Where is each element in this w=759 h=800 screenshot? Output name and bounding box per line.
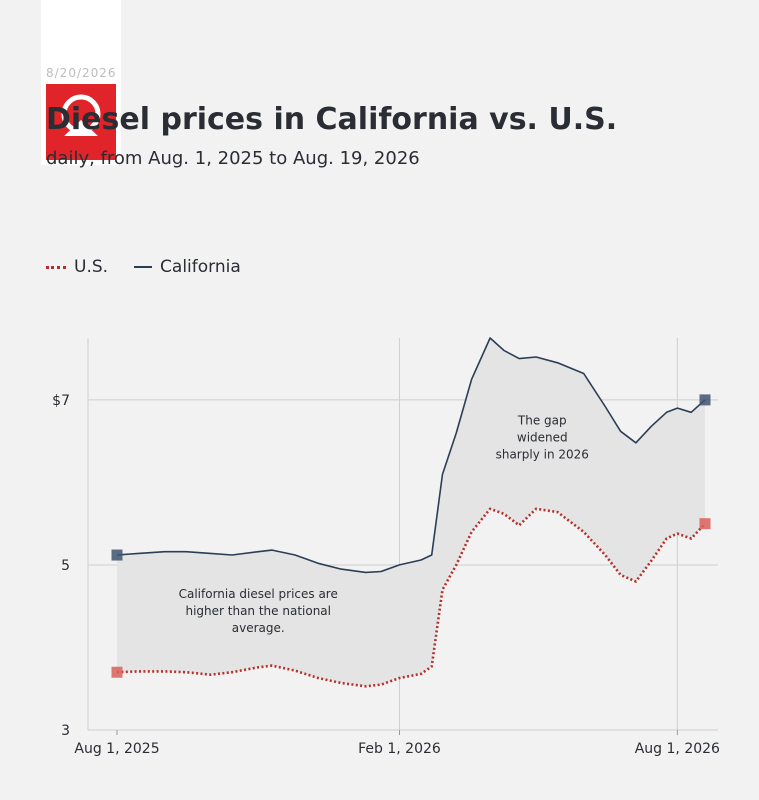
- marker-california-end: [699, 394, 711, 406]
- annotation-text-line: sharply in 2026: [496, 448, 589, 462]
- y-tick-label: $7: [52, 393, 70, 409]
- legend-item-california: California: [134, 257, 241, 277]
- tick-label-layer: 3 5 $7 Aug 1, 2025 Feb 1, 2026 Aug 1, 2026: [52, 393, 720, 757]
- legend-swatch-us: [46, 265, 66, 269]
- x-tick-label: Aug 1, 2025: [74, 741, 159, 757]
- marker-california-start: [111, 549, 123, 561]
- series-line-us: [116, 507, 706, 688]
- x-tick-label: Aug 1, 2026: [635, 741, 720, 757]
- legend-label-us: U.S.: [74, 257, 109, 277]
- chart-title: Diesel prices in California vs. U.S.: [46, 102, 618, 137]
- chart-legend: U.S. California: [46, 257, 267, 277]
- annotation-layer: California diesel prices are higher than …: [179, 414, 589, 635]
- marker-us-end: [699, 518, 711, 530]
- marker-layer: [111, 394, 711, 678]
- y-tick-label: 5: [61, 558, 70, 574]
- annotation-text-line: average.: [232, 621, 285, 635]
- annotation-text-line: higher than the national: [185, 604, 331, 618]
- annotation-text-line: California diesel prices are: [179, 587, 338, 601]
- marker-us-start: [111, 666, 123, 678]
- legend-label-california: California: [160, 257, 241, 277]
- legend-item-us: U.S.: [46, 257, 108, 277]
- series-line-california: [116, 337, 706, 574]
- date-stamp: 8/20/2026: [46, 66, 117, 80]
- legend-swatch-california: [134, 266, 153, 268]
- abc-news-logo-icon: [46, 84, 116, 160]
- gap-area: [117, 338, 705, 687]
- line-chart: California diesel prices are higher than …: [52, 337, 720, 757]
- y-tick-label: 3: [61, 723, 70, 739]
- x-tick-label: Feb 1, 2026: [358, 741, 441, 757]
- annotation-text-line: widened: [517, 431, 568, 445]
- annotation-text-line: The gap: [517, 414, 567, 428]
- chart-subtitle: daily, from Aug. 1, 2025 to Aug. 19, 202…: [46, 148, 420, 169]
